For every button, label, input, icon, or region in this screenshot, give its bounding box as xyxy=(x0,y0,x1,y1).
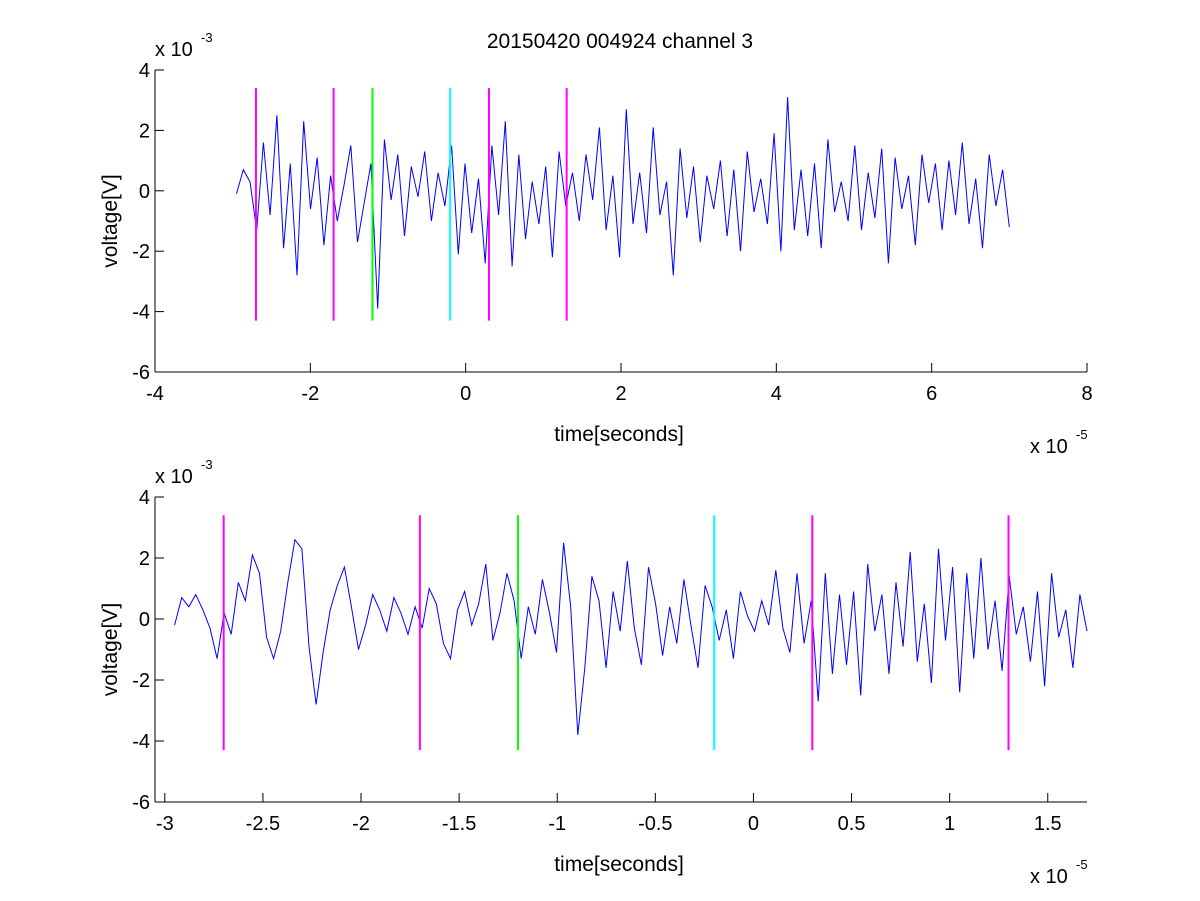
x-tick-label: 0 xyxy=(748,813,759,835)
x-tick-label: -2 xyxy=(352,813,370,835)
y-tick-label: -2 xyxy=(132,241,150,263)
x-tick-label: -2 xyxy=(301,383,319,405)
x-exponent-label: x 10 xyxy=(1030,866,1068,888)
y-tick-label: -6 xyxy=(132,792,150,814)
x-tick-label: 2 xyxy=(615,383,626,405)
y-tick-label: 2 xyxy=(139,548,150,570)
y-tick-label: 0 xyxy=(139,181,150,203)
y-exponent-power: -3 xyxy=(201,457,213,472)
y-tick-label: 4 xyxy=(139,60,150,82)
y-exponent-power: -3 xyxy=(201,30,213,45)
y-tick-label: 0 xyxy=(139,609,150,631)
x-axis-label: time[seconds] xyxy=(554,853,684,876)
x-tick-label: -3 xyxy=(156,813,174,835)
signal-line xyxy=(236,97,1010,309)
x-axis-label: time[seconds] xyxy=(554,423,684,446)
y-tick-label: 2 xyxy=(139,120,150,142)
x-exponent-label: x 10 xyxy=(1030,436,1068,458)
x-tick-label: -4 xyxy=(146,383,164,405)
figure-title: 20150420 004924 channel 3 xyxy=(487,30,753,53)
x-tick-label: 1.5 xyxy=(1034,813,1062,835)
x-tick-label: 1 xyxy=(944,813,955,835)
y-exponent-label: x 10 xyxy=(155,466,193,488)
y-exponent-label: x 10 xyxy=(155,39,193,61)
x-tick-label: -0.5 xyxy=(638,813,672,835)
x-exponent-power: -5 xyxy=(1076,857,1088,872)
y-axis-label: voltage[V] xyxy=(99,603,122,696)
y-tick-label: -6 xyxy=(132,362,150,384)
x-tick-label: -1.5 xyxy=(442,813,476,835)
x-tick-label: 8 xyxy=(1081,383,1092,405)
x-tick-label: -1 xyxy=(548,813,566,835)
y-axis-label: voltage[V] xyxy=(99,174,122,267)
x-tick-label: 0 xyxy=(460,383,471,405)
y-tick-label: -4 xyxy=(132,302,150,324)
x-tick-label: 0.5 xyxy=(838,813,866,835)
x-tick-label: -2.5 xyxy=(246,813,280,835)
x-tick-label: 6 xyxy=(926,383,937,405)
y-tick-label: -2 xyxy=(132,670,150,692)
y-tick-label: 4 xyxy=(139,487,150,509)
signal-line xyxy=(174,538,1088,735)
x-tick-label: 4 xyxy=(771,383,782,405)
x-exponent-power: -5 xyxy=(1076,427,1088,442)
plot-bottom: -6 -4 -2 0 2 4 -3 -2.5 -2 -1.5 -1 -0.5 0 0.5 1 1.5 time[… xyxy=(99,457,1088,888)
y-tick-label: -4 xyxy=(132,731,150,753)
